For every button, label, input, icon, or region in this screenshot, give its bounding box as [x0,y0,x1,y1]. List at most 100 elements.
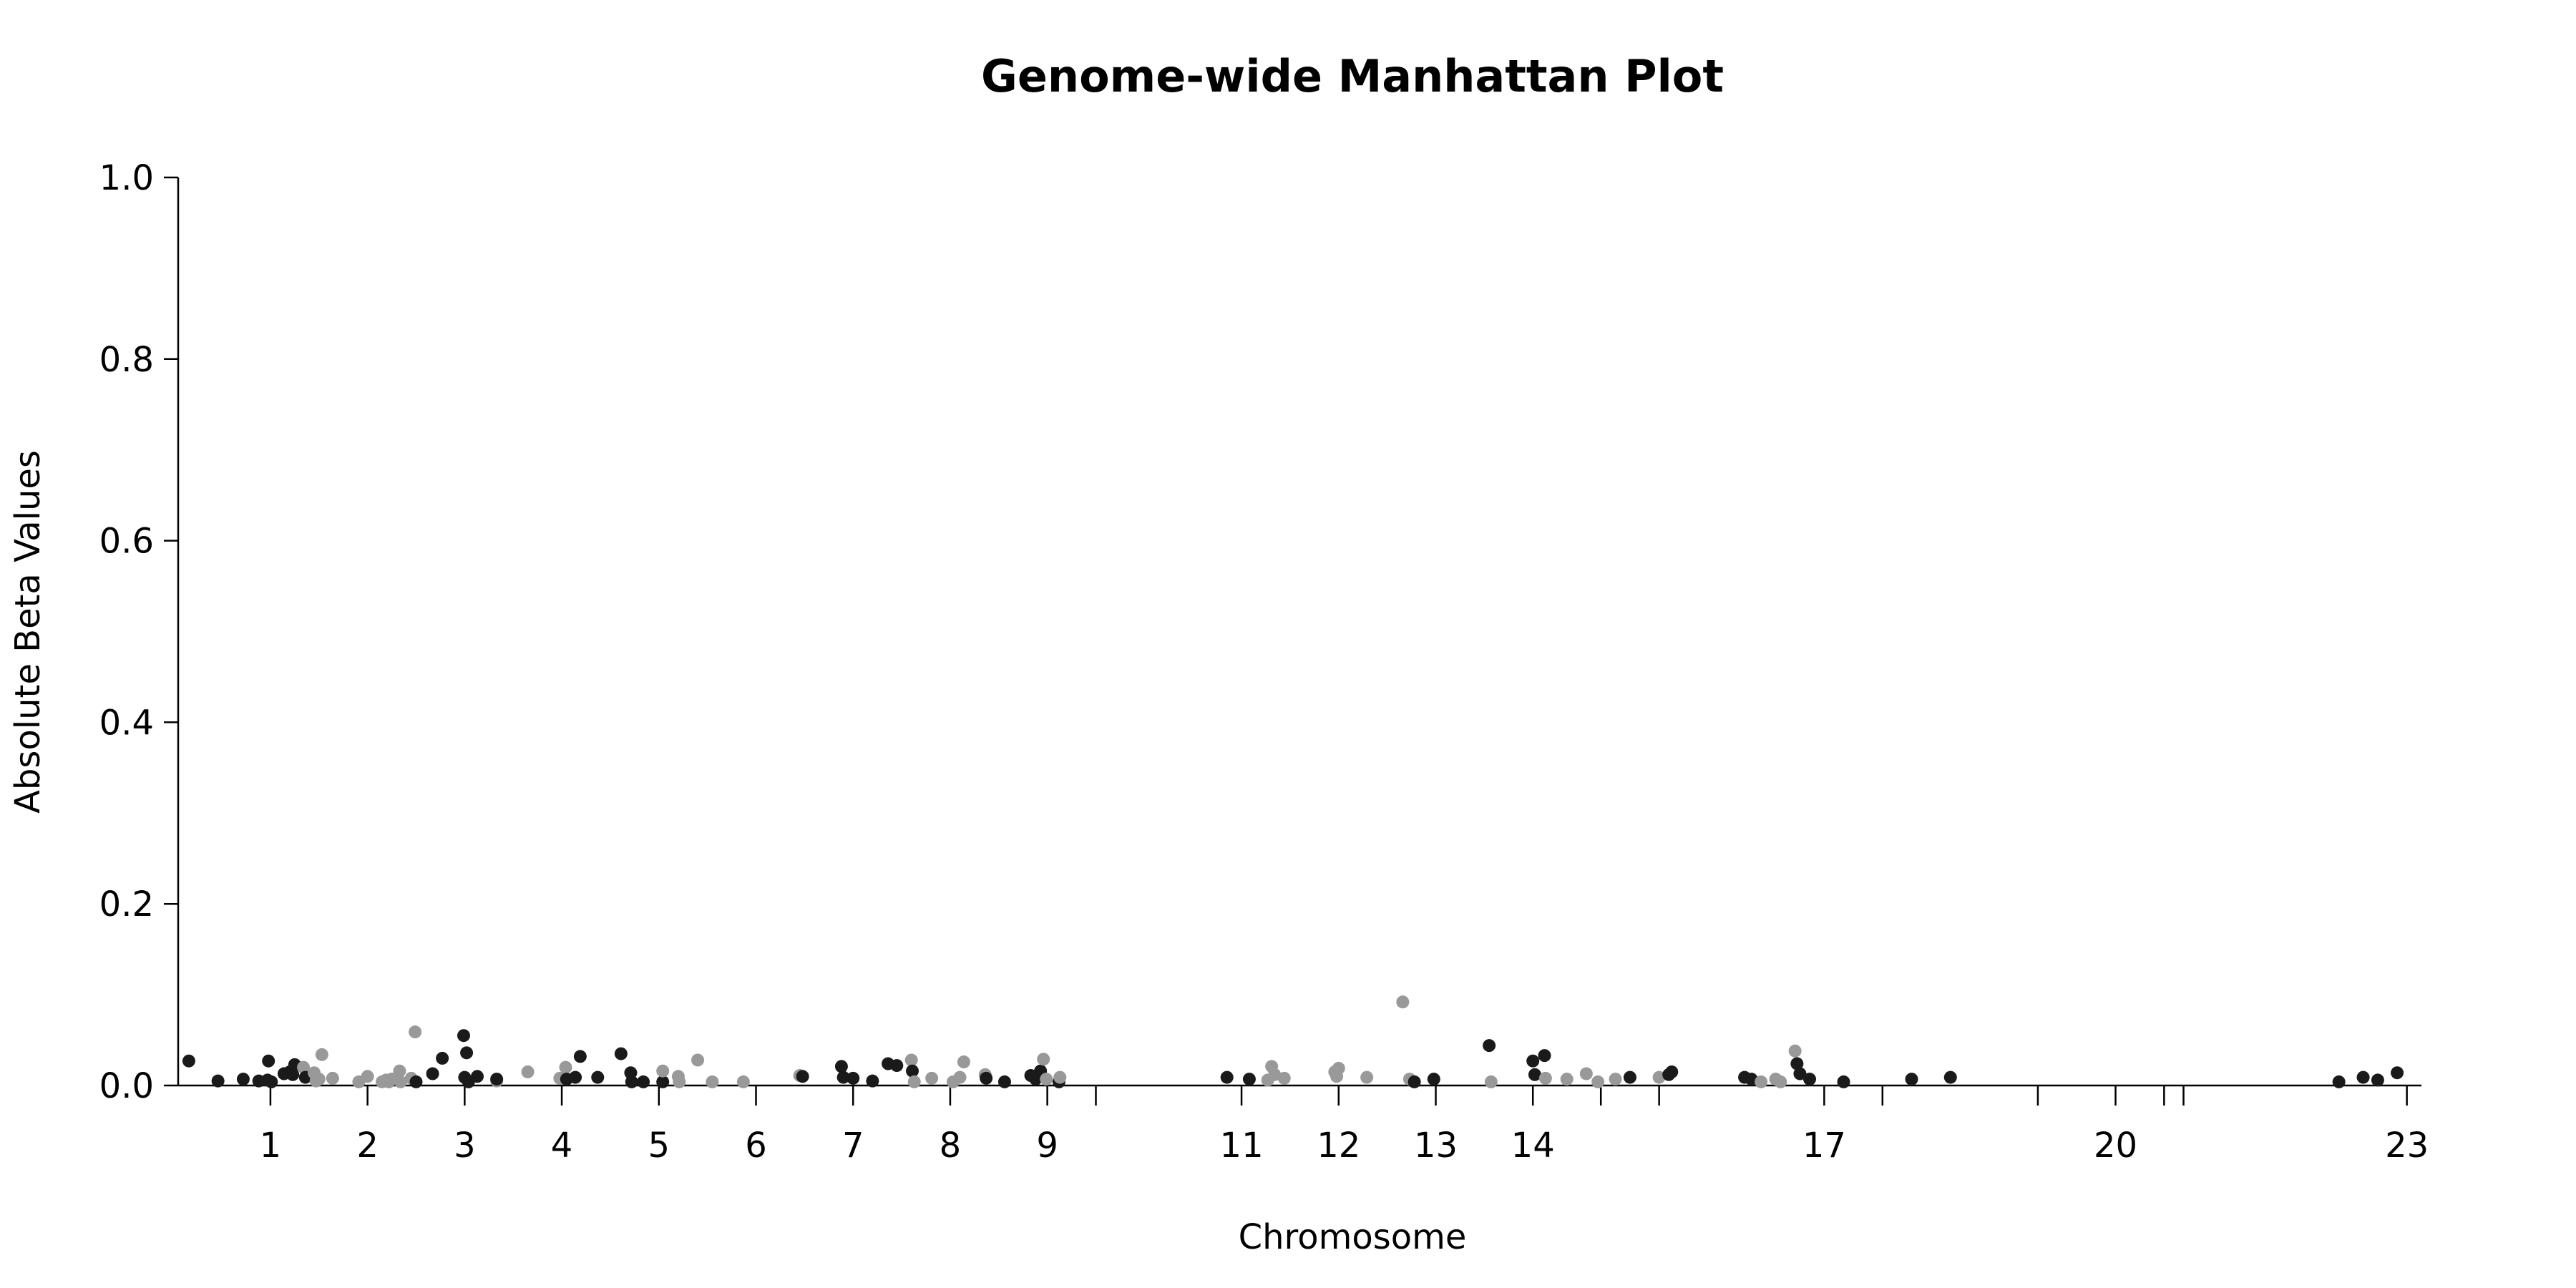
x-tick-label: 20 [2094,1126,2137,1166]
data-point [2391,1066,2404,1080]
x-tick-label: 3 [454,1126,476,1166]
data-point [1755,1075,1768,1088]
data-point [980,1071,993,1085]
x-tick-label: 5 [648,1126,670,1166]
data-point [847,1071,860,1085]
data-point [1788,1044,1802,1058]
data-point [1560,1073,1574,1086]
data-point [906,1064,919,1078]
data-point [1220,1070,1234,1084]
data-point [559,1060,572,1074]
data-point [1623,1070,1636,1084]
y-tick-label: 0.0 [99,1066,154,1106]
y-axis-label: Absolute Beta Values [8,450,48,814]
data-point [426,1067,439,1080]
data-point [1407,1075,1421,1088]
data-point [834,1060,848,1073]
data-point [1037,1053,1050,1066]
data-point [312,1073,326,1086]
x-axis: 1 2 3 4 5 6 7 8 9 11 12 13 14 17 20 23 [178,1084,2429,1166]
data-point [1483,1039,1496,1053]
data-point [925,1071,939,1085]
data-point [409,1025,422,1039]
x-tick-label: 1 [260,1126,282,1166]
x-tick-label: 9 [1036,1126,1058,1166]
x-tick-label: 7 [842,1126,864,1166]
data-point [265,1075,278,1088]
data-point [1943,1070,1957,1084]
data-point [1745,1073,1758,1086]
data-point [1790,1057,1804,1070]
data-point [361,1070,374,1083]
data-point [573,1050,587,1063]
data-point [1484,1075,1498,1088]
data-point [1526,1054,1540,1068]
x-tick-label: 8 [940,1126,962,1166]
data-point [890,1059,904,1073]
data-point [1609,1073,1622,1086]
data-point [182,1054,195,1068]
x-tick-label: 4 [551,1126,573,1166]
data-point [2356,1070,2370,1084]
data-point [1242,1073,1256,1086]
data-point [409,1075,423,1088]
data-points [182,995,2404,1088]
data-point [326,1071,339,1085]
data-point [736,1075,750,1088]
data-point [1905,1073,1918,1086]
data-point [1332,1061,1345,1075]
data-point [1427,1073,1440,1086]
data-point [1793,1067,1807,1080]
data-point [569,1070,582,1084]
data-point [997,1075,1011,1088]
data-point [436,1051,449,1065]
y-tick-label: 1.0 [99,158,154,198]
x-tick-label: 12 [1317,1126,1360,1166]
data-point [1579,1067,1593,1080]
data-point [957,1055,970,1069]
data-point [394,1075,407,1088]
data-point [904,1053,918,1067]
data-point [1528,1068,1541,1081]
data-point [211,1074,225,1088]
data-point [691,1053,705,1067]
data-point [490,1073,504,1086]
data-point [393,1064,406,1078]
data-point [315,1048,328,1061]
data-point [625,1075,638,1088]
data-point [706,1075,719,1088]
data-point [1053,1070,1067,1084]
data-point [1591,1075,1605,1088]
data-point [1538,1071,1552,1085]
chart-title: Genome-wide Manhattan Plot [981,50,1724,102]
data-point [1803,1073,1816,1086]
y-tick-label: 0.4 [99,703,154,743]
y-tick-label: 0.2 [99,884,154,924]
y-axis: 0.0 0.2 0.4 0.6 0.8 1.0 [99,158,180,1106]
data-point [656,1075,670,1088]
data-point [2332,1075,2346,1088]
data-point [1277,1071,1291,1085]
data-point [471,1070,484,1083]
data-point [836,1070,850,1084]
x-tick-label: 17 [1802,1126,1846,1166]
data-point [866,1074,879,1088]
data-point [1538,1049,1551,1063]
data-point [796,1070,809,1083]
data-point [1360,1070,1374,1084]
x-tick-label: 2 [356,1126,379,1166]
y-tick-label: 0.6 [99,522,154,562]
data-point [1268,1068,1282,1081]
data-point [1837,1075,1850,1088]
data-point [1396,995,1410,1009]
x-tick-label: 13 [1414,1126,1458,1166]
data-point [591,1070,605,1084]
x-tick-label: 14 [1511,1126,1555,1166]
data-point [460,1046,474,1060]
data-point [297,1060,311,1074]
data-point [521,1065,535,1078]
data-point [286,1068,300,1081]
data-point [1040,1073,1053,1086]
x-axis-label: Chromosome [1239,1217,1467,1257]
